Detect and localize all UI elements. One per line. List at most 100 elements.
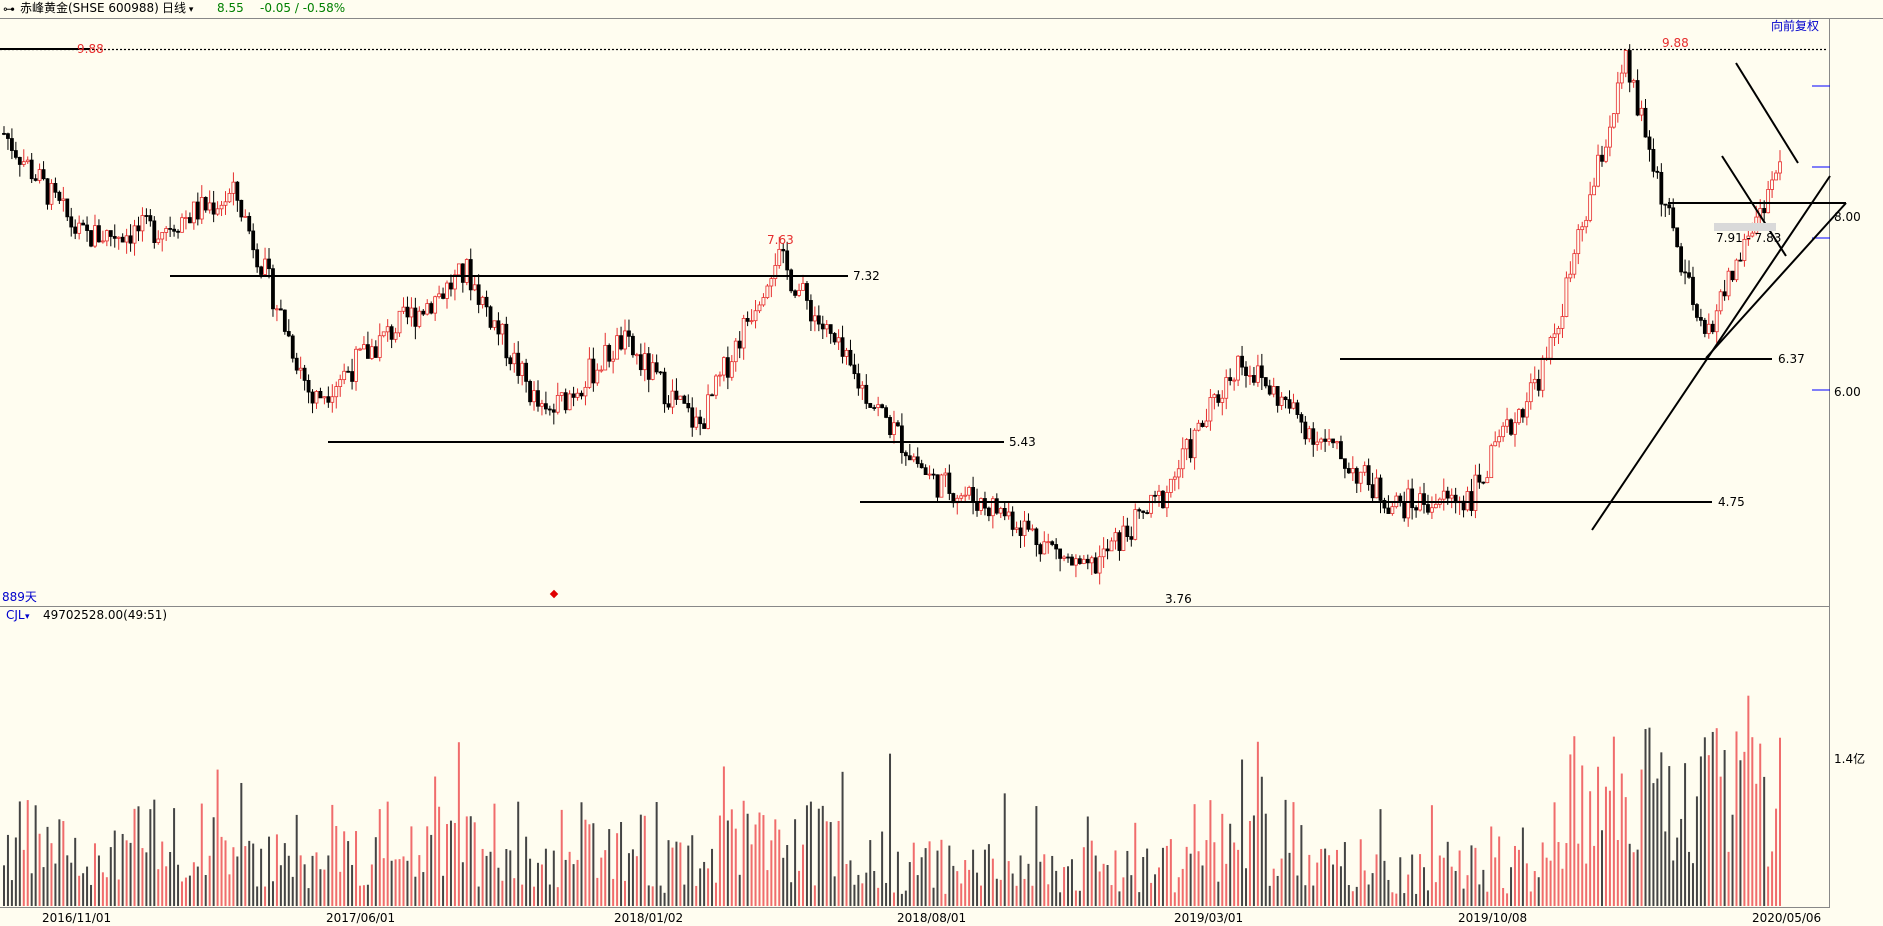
volume-bar: [1680, 818, 1683, 906]
stock-name: 赤峰黄金(SHSE 600988): [20, 1, 159, 15]
volume-bar: [1078, 890, 1081, 906]
volume-bar: [1233, 842, 1236, 906]
candle-body: [49, 183, 54, 205]
candle-body: [223, 201, 228, 206]
volume-bar: [1450, 866, 1453, 906]
candle-body: [880, 404, 885, 409]
volume-bar: [1098, 871, 1101, 906]
volume-bar: [1324, 848, 1327, 906]
volume-bar: [1608, 790, 1611, 906]
candle-body: [520, 362, 525, 376]
volume-indicator[interactable]: CJL ▾ 49702528.00(49:51): [6, 608, 167, 622]
candle-body: [1402, 501, 1407, 519]
volume-bar: [1502, 887, 1505, 906]
volume-bar: [1707, 755, 1710, 906]
volume-bar: [1699, 756, 1702, 906]
volume-bar: [1138, 892, 1141, 906]
volume-bar: [1715, 728, 1718, 906]
volume-bar: [430, 834, 433, 906]
candle-body: [1014, 527, 1019, 530]
link-icon[interactable]: ⊶: [3, 2, 15, 16]
candle-body: [2, 132, 6, 135]
volume-bar: [1173, 892, 1176, 906]
chart-header: ⊶ 赤峰黄金(SHSE 600988) 日线 ▾ 8.55 -0.05 / -0…: [0, 0, 1883, 18]
volume-bar: [465, 816, 468, 906]
volume-bar: [1343, 842, 1346, 906]
volume-bar: [1446, 841, 1449, 906]
candle-body: [397, 310, 402, 334]
volume-bar: [299, 855, 302, 906]
candle-body: [425, 303, 430, 315]
candle-body: [559, 392, 564, 396]
candle-body: [1663, 203, 1668, 206]
volume-bar: [821, 805, 824, 906]
volume-bar: [635, 856, 638, 906]
volume-bar: [1304, 885, 1307, 906]
volume-bar: [671, 847, 674, 906]
volume-bar: [335, 826, 338, 906]
volume-bar: [1205, 840, 1208, 906]
volume-bar: [805, 805, 808, 906]
candlestick-series: [2, 44, 1782, 585]
candle-body: [872, 407, 877, 409]
volume-bar: [26, 800, 29, 906]
candle-body: [1430, 507, 1434, 513]
volume-bar: [659, 885, 662, 906]
candle-body: [77, 222, 82, 234]
volume-bar: [1577, 843, 1580, 906]
volume-bar: [1051, 855, 1054, 906]
candle-body: [516, 352, 521, 376]
candle-body: [472, 284, 477, 291]
candle-body: [1477, 474, 1482, 483]
candle-body: [761, 297, 766, 306]
volume-bar: [46, 826, 49, 906]
volume-bar: [1142, 857, 1145, 906]
candle-body: [547, 408, 552, 411]
candle-body: [120, 236, 125, 243]
candle-body: [164, 228, 169, 233]
volume-bar: [592, 823, 595, 906]
chevron-down-icon: ▾: [186, 5, 194, 15]
volume-bar: [287, 855, 290, 906]
candle-body: [662, 371, 667, 405]
volume-bar: [1684, 763, 1687, 906]
adjust-label[interactable]: 向前复权: [1771, 18, 1819, 33]
volume-bar: [1395, 893, 1398, 906]
volume-bar: [173, 808, 176, 906]
candle-body: [619, 335, 623, 350]
volume-bar: [252, 843, 255, 906]
volume-bar: [991, 858, 994, 906]
volume-bar: [730, 809, 733, 906]
volume-bar: [1300, 825, 1303, 906]
period-selector[interactable]: 日线 ▾: [162, 0, 193, 18]
volume-bar: [438, 806, 441, 906]
candle-body: [1572, 253, 1577, 275]
candle-body: [1627, 50, 1632, 83]
candle-body: [1762, 208, 1767, 214]
volume-bar: [521, 884, 524, 906]
volume-bar: [790, 882, 793, 906]
candle-body: [710, 394, 714, 397]
candle-body: [884, 407, 888, 418]
candle-body: [500, 323, 505, 335]
volume-bar: [366, 884, 369, 906]
candle-body: [310, 391, 315, 404]
volume-bar: [307, 888, 310, 906]
candle-body: [334, 386, 339, 398]
candle-body: [219, 204, 224, 210]
candle-body: [919, 463, 924, 469]
candle-body: [1497, 436, 1502, 443]
volume-bar: [529, 858, 532, 906]
candle-body: [1742, 238, 1747, 261]
candle-body: [369, 346, 374, 359]
candle-body: [686, 403, 691, 409]
volume-bar: [999, 879, 1002, 906]
candle-body: [449, 282, 453, 290]
volume-bar: [1668, 766, 1671, 906]
volume-bar: [1759, 743, 1762, 906]
volume-bar: [1161, 847, 1164, 906]
volume-bar: [422, 872, 425, 906]
volume-bar: [1652, 783, 1655, 906]
volume-bar: [778, 829, 781, 906]
